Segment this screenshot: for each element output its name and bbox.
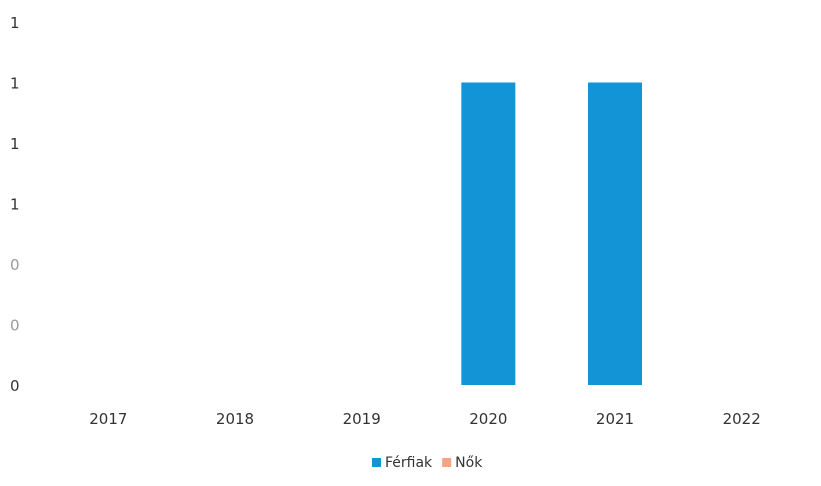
x-tick-label: 2022 xyxy=(723,410,761,428)
legend-swatch xyxy=(442,458,452,467)
bar xyxy=(461,82,516,385)
x-tick-label: 2018 xyxy=(216,410,254,428)
bar xyxy=(588,82,642,385)
x-tick-label: 2020 xyxy=(469,410,507,428)
y-tick-label: 1 xyxy=(10,196,20,214)
legend-label: Férfiak xyxy=(385,455,433,471)
x-tick-label: 2017 xyxy=(89,410,127,428)
legend-swatch xyxy=(372,458,381,467)
y-axis: 0 0 0 1 1 1 1 xyxy=(10,14,20,395)
legend-label: Nők xyxy=(455,455,483,471)
x-tick-label: 2019 xyxy=(343,410,381,428)
y-tick-label: 0 xyxy=(10,377,20,395)
legend: Férfiak Nők xyxy=(372,455,483,471)
y-tick-label: 1 xyxy=(10,14,20,32)
plot-area xyxy=(461,82,642,385)
y-tick-label: 0 xyxy=(10,317,20,335)
y-tick-label: 1 xyxy=(10,75,20,93)
x-tick-label: 2021 xyxy=(596,410,634,428)
x-axis: 2017 2018 2019 2020 2021 2022 xyxy=(89,410,761,428)
y-tick-label: 0 xyxy=(10,256,20,274)
y-tick-label: 1 xyxy=(10,135,20,153)
